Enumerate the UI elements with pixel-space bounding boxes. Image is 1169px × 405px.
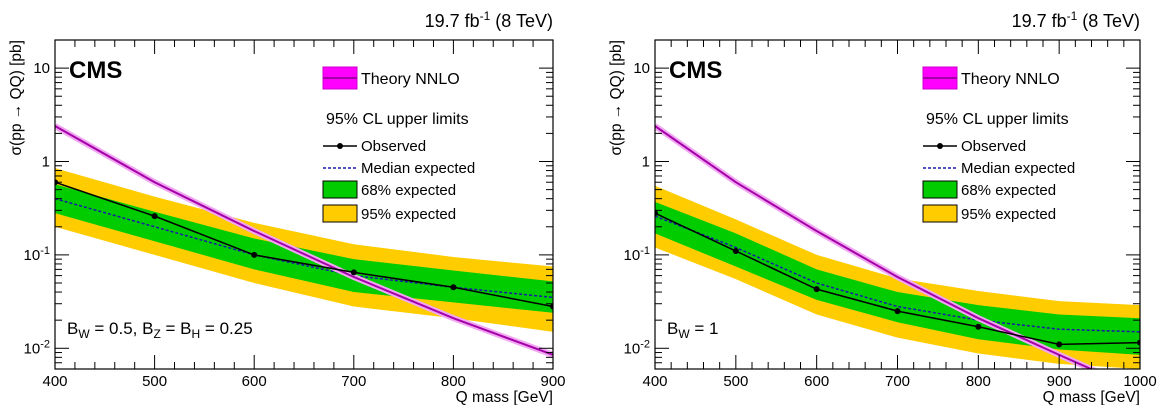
theory-line <box>655 125 1094 369</box>
x-tick-label: 900 <box>540 373 565 390</box>
legend-label: Theory NNLO <box>961 71 1060 88</box>
lumi-label: 19.7 fb-1 (8 TeV) <box>1012 9 1140 31</box>
y-tick-label: 10-2 <box>624 338 650 357</box>
lumi-label: 19.7 fb-1 (8 TeV) <box>425 9 553 31</box>
median-expected-line <box>55 197 553 299</box>
observed-point <box>1137 339 1140 346</box>
observed-point <box>450 284 457 291</box>
panel-1: 400 500 600 700 800 900 10 1 10-1 10-2 Q mass [GeV… <box>8 9 566 405</box>
x-tick-label: 900 <box>1047 373 1072 390</box>
x-tick-label: 700 <box>885 373 910 390</box>
observed-point <box>975 323 982 330</box>
legend: Theory NNLO 95% CL upper limits Observed Me… <box>922 66 1075 223</box>
cms-label: CMS <box>69 57 122 84</box>
legend-68-swatch <box>922 180 958 199</box>
legend-label: Observed <box>961 138 1026 155</box>
observed-point <box>894 308 901 315</box>
observed-line <box>55 181 553 308</box>
x-tick-label: 800 <box>441 373 466 390</box>
legend-95-swatch <box>322 204 358 223</box>
legend-label: 68% expected <box>361 182 456 199</box>
band-68-expected <box>655 201 1140 355</box>
legend-label: Median expected <box>361 160 475 177</box>
x-tick-label: 400 <box>642 373 667 390</box>
legend-label: 68% expected <box>961 182 1056 199</box>
y-tick-label: 10-1 <box>24 245 50 264</box>
band-68-expected <box>55 184 553 313</box>
legend-label: 95% expected <box>961 206 1056 223</box>
branching-ratio-label: BW = 0.5, BZ = BH = 0.25 <box>67 319 253 341</box>
legend-68-swatch <box>322 180 358 199</box>
y-tick-label: 10-1 <box>624 245 650 264</box>
legend-title: 95% CL upper limits <box>326 111 469 128</box>
x-tick-label: 1000 <box>1123 373 1156 390</box>
observed-point <box>813 286 820 293</box>
x-axis-title: Q mass [GeV] <box>1043 389 1140 405</box>
legend-observed-marker <box>337 143 343 149</box>
y-axis-title: σ(pp → QQ) [pb] <box>8 40 25 156</box>
x-axis-title: Q mass [GeV] <box>456 389 553 405</box>
legend: Theory NNLO 95% CL upper limits Observed Me… <box>322 66 475 223</box>
y-tick-label: 10-2 <box>24 338 50 357</box>
plot-area <box>655 123 1140 369</box>
x-tick-label: 400 <box>42 373 67 390</box>
x-tick-label: 500 <box>723 373 748 390</box>
legend-title: 95% CL upper limits <box>926 111 1069 128</box>
y-axis-title: σ(pp → QQ) [pb] <box>608 40 625 156</box>
y-tick-label: 1 <box>42 154 50 171</box>
theory-line <box>55 125 553 356</box>
x-tick-label: 600 <box>242 373 267 390</box>
x-tick-label: 600 <box>804 373 829 390</box>
legend-observed-marker <box>937 143 943 149</box>
cms-label: CMS <box>669 57 722 84</box>
plot-area <box>55 123 553 358</box>
x-tick-label: 800 <box>966 373 991 390</box>
legend-label: Observed <box>361 138 426 155</box>
median-expected-line <box>655 215 1140 333</box>
legend-label: 95% expected <box>361 206 456 223</box>
branching-ratio-label: BW = 1 <box>667 319 719 341</box>
observed-point <box>655 210 658 217</box>
plot-frame <box>54 39 554 370</box>
legend-95-swatch <box>922 204 958 223</box>
x-tick-label: 500 <box>142 373 167 390</box>
observed-point <box>151 213 158 220</box>
y-tick-label: 10 <box>633 60 650 77</box>
observed-point <box>1056 341 1063 348</box>
observed-point <box>732 248 739 255</box>
legend-label: Median expected <box>961 160 1075 177</box>
y-tick-label: 1 <box>642 154 650 171</box>
observed-point <box>251 251 258 258</box>
legend-label: Theory NNLO <box>361 71 460 88</box>
y-tick-label: 10 <box>33 60 50 77</box>
x-tick-label: 700 <box>341 373 366 390</box>
panel-2: 400 500 600 700 800 900 1000 10 1 10-1 10-2 Q mass … <box>608 9 1157 405</box>
observed-point <box>550 303 553 310</box>
observed-point <box>350 269 357 276</box>
